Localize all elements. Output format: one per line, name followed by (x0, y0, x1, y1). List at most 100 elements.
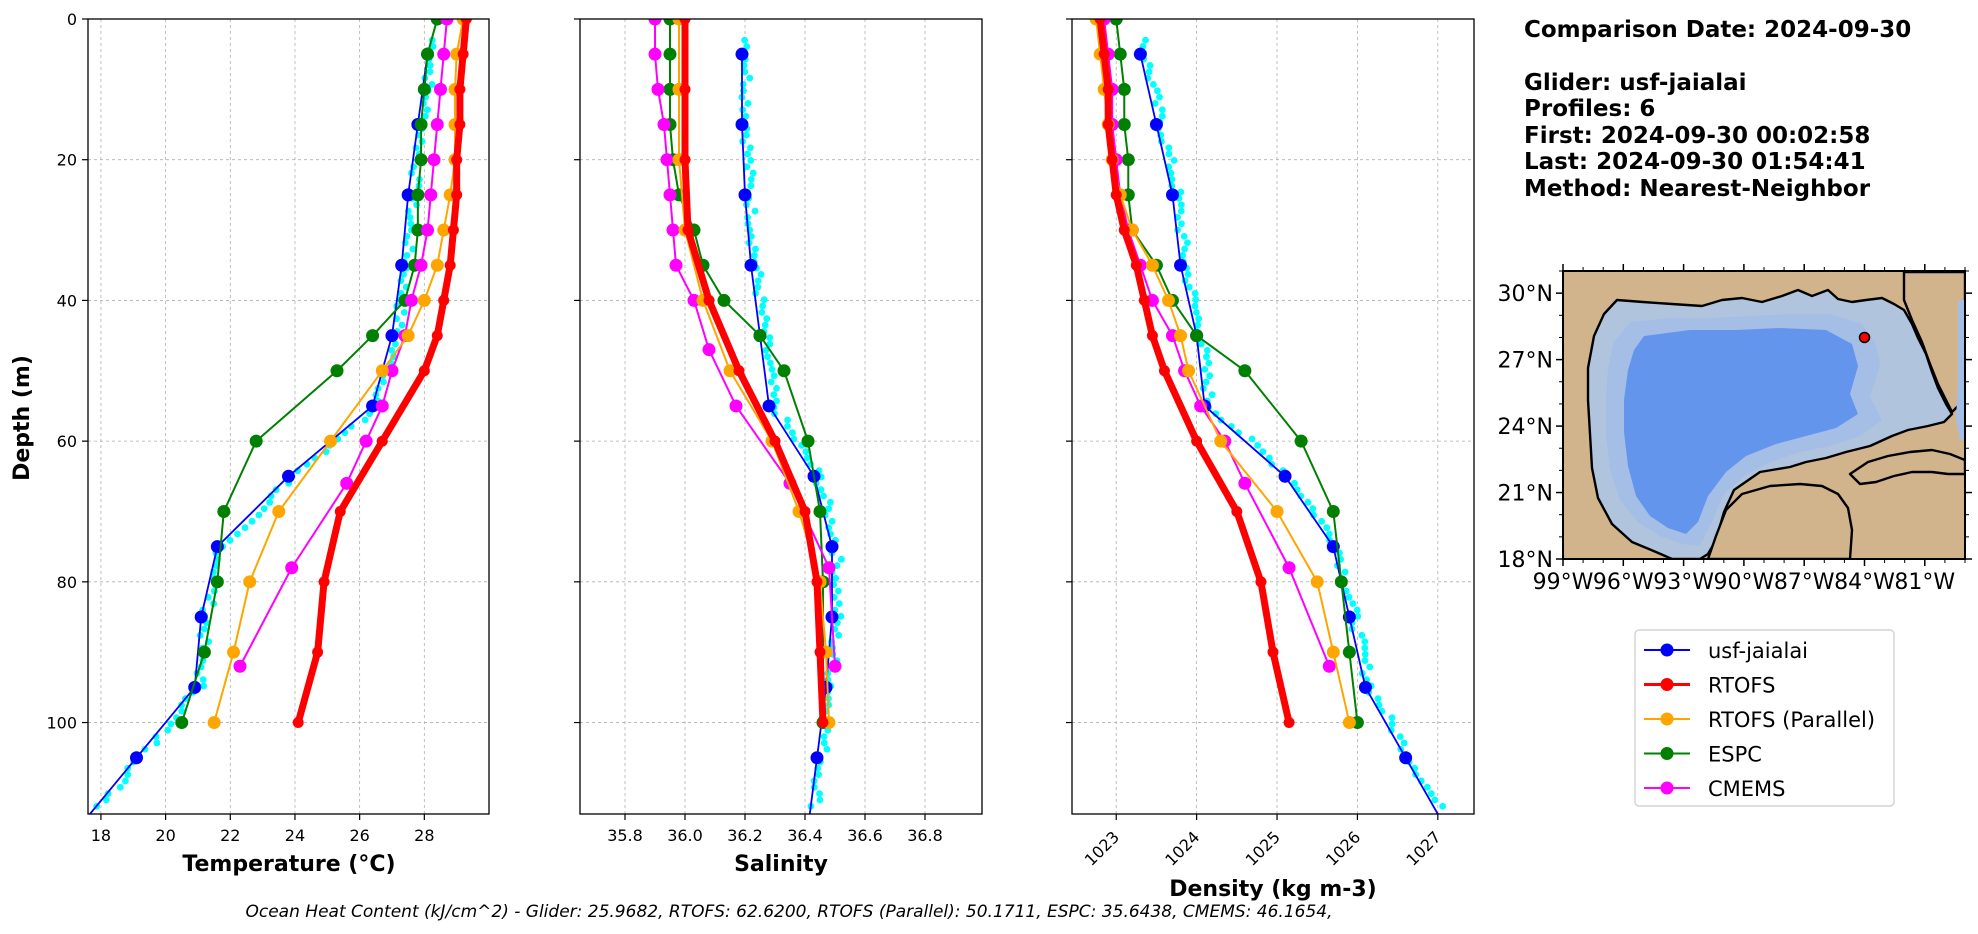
series-point-rtofs (799, 505, 811, 517)
glider-data-point (760, 296, 768, 304)
x-tick-label: 1024 (1161, 827, 1203, 869)
series-line-rtofs-parallel- (213, 19, 465, 724)
plot-area (1072, 19, 1474, 814)
legend-label: RTOFS (Parallel) (1708, 708, 1875, 732)
glider-data-point (757, 270, 765, 278)
series-point-rtofs (1191, 435, 1203, 447)
series-point-rtofs-parallel- (1182, 364, 1196, 378)
series-point-cmems (663, 188, 677, 202)
glider-data-point (226, 536, 234, 544)
glider-data-point (754, 277, 762, 285)
legend-label: ESPC (1708, 743, 1762, 767)
glider-data-point (761, 321, 769, 329)
series-point-espc (1113, 47, 1127, 61)
glider-data-point (1341, 568, 1349, 576)
series-point-rtofs (444, 259, 456, 271)
series-point-cmems (1282, 561, 1296, 575)
legend-marker (1660, 781, 1674, 795)
glider-data-point (1177, 207, 1185, 215)
glider-data-point (428, 81, 436, 88)
y-tick-label: 0 (67, 10, 77, 29)
series-point-rtofs (318, 576, 330, 588)
series-point-cmems (427, 153, 441, 167)
series-point-usf-jaialai (1399, 751, 1413, 765)
series-point-espc (366, 329, 380, 343)
glider-data-point (1201, 365, 1209, 373)
glider-data-point (1254, 441, 1262, 449)
series-point-cmems (660, 153, 674, 167)
series-point-rtofs (1231, 505, 1243, 517)
series-point-rtofs-parallel- (375, 364, 389, 378)
series-point-rtofs-parallel- (272, 504, 286, 518)
glider-data-point (747, 176, 755, 183)
x-tick-label: 36.6 (847, 826, 883, 845)
series-point-rtofs (679, 83, 691, 95)
map-lon-label: 90°W (1714, 570, 1775, 595)
series-point-espc (330, 364, 344, 378)
map-lon-label: 81°W (1894, 570, 1955, 595)
glider-data-point (743, 131, 750, 139)
series-point-rtofs (1102, 119, 1114, 131)
series-point-rtofs (1106, 154, 1118, 166)
series-point-usf-jaialai (735, 47, 749, 61)
glider-data-point (835, 587, 842, 595)
glider-data-point (1158, 112, 1166, 120)
glider-data-point (1154, 87, 1161, 95)
glider-data-point (1366, 663, 1374, 671)
series-point-cmems (828, 659, 842, 673)
series-point-cmems (651, 82, 665, 96)
glider-data-point (102, 796, 110, 804)
glider-data-point (816, 796, 824, 804)
glider-data-point (1142, 36, 1149, 44)
comparison-date: Comparison Date: 2024-09-30 (1524, 17, 1911, 43)
glider-data-point (380, 378, 387, 386)
series-point-espc (411, 188, 425, 202)
glider-data-point (199, 676, 207, 684)
legend-marker (1660, 747, 1674, 760)
glider-data-point (1191, 289, 1199, 297)
glider-data-point (407, 220, 415, 228)
data-layer (648, 19, 845, 814)
glider-data-point (1181, 245, 1189, 253)
glider-data-point (784, 422, 791, 430)
series-point-espc (175, 716, 189, 730)
map-yucatan (1706, 482, 1854, 559)
series-point-cmems (421, 223, 435, 237)
glider-data-point (1361, 638, 1369, 646)
glider-data-point (1358, 631, 1366, 639)
series-point-cmems (702, 343, 716, 357)
series-point-cmems (414, 258, 428, 272)
glider-data-point (770, 372, 778, 380)
series-point-rtofs (376, 435, 388, 447)
series-point-espc (753, 329, 767, 343)
method: Method: Nearest-Neighbor (1524, 176, 1871, 202)
glider-data-point (406, 213, 414, 221)
glider-data-point (820, 492, 827, 500)
series-point-usf-jaialai (395, 258, 409, 272)
glider-data-point (388, 346, 396, 354)
map-lat-label: 27°N (1498, 349, 1553, 374)
glider-data-point (747, 232, 755, 240)
glider-data-point (764, 353, 771, 361)
y-tick-label: 20 (57, 151, 77, 170)
glider-data-point (1354, 612, 1362, 620)
x-tick-label: 20 (155, 826, 175, 845)
glider-data-point (1361, 650, 1369, 658)
glider-data-point (1309, 505, 1317, 513)
series-line-cmems (1103, 19, 1331, 668)
glider-data-point (122, 777, 129, 785)
plot-area (88, 19, 489, 814)
series-point-cmems (729, 399, 743, 413)
series-point-rtofs (457, 48, 469, 60)
salinity-axis-label: Salinity (734, 852, 828, 877)
series-point-usf-jaialai (1174, 258, 1188, 272)
glider-data-point (747, 182, 755, 190)
glider-data-point (763, 315, 771, 323)
series-point-espc (1334, 575, 1348, 589)
glider-data-point (392, 340, 399, 348)
series-point-espc (1190, 329, 1204, 343)
glider-data-point (1151, 100, 1159, 107)
legend-marker (1660, 643, 1674, 657)
series-point-usf-jaialai (1149, 118, 1163, 132)
glider-data-point (1248, 435, 1256, 443)
